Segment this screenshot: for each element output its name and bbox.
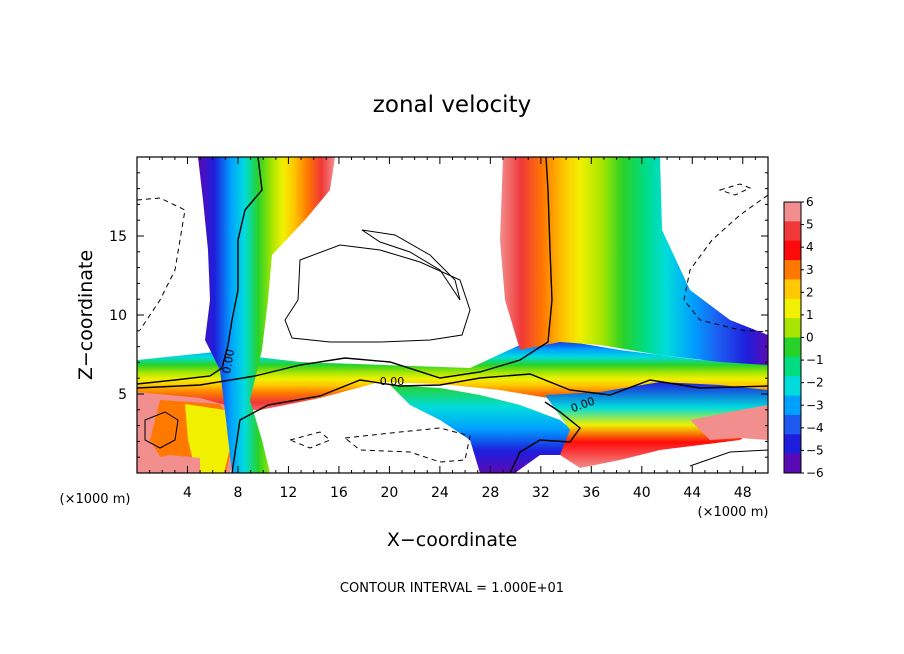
colorbar-label: 1 — [806, 308, 814, 322]
colorbar-label: −2 — [806, 376, 824, 390]
x-tick-label: 24 — [431, 485, 449, 501]
upper-inner-contour — [361, 229, 461, 301]
contour-lines — [137, 157, 768, 473]
colorbar-label: −4 — [806, 421, 824, 435]
y-axis-label: Z−coordinate — [75, 250, 97, 380]
colorbar-swatch — [784, 279, 801, 300]
colorbar-swatch — [784, 414, 801, 435]
solid-contour-bottom-left — [144, 411, 179, 449]
colorbar-swatch — [784, 240, 801, 261]
zero-contour-label-middle: 0.00 — [380, 375, 405, 388]
y-tick-label: 10 — [109, 308, 127, 324]
x-tick-label: 16 — [330, 485, 348, 501]
zero-contour-right — [509, 401, 581, 473]
dashed-contour-right — [683, 194, 768, 333]
chart-title: zonal velocity — [373, 92, 531, 118]
colorbar-label: 5 — [806, 218, 814, 232]
colorbar-swatch — [784, 434, 801, 455]
colorbar-swatch — [784, 260, 801, 280]
x-axis-label: X−coordinate — [387, 529, 517, 551]
x-axis: 4 8 12 16 20 24 28 32 36 40 44 48 — [149, 157, 756, 501]
colorbar-label: −6 — [806, 466, 824, 480]
bottom-right-pink-patch — [690, 405, 768, 440]
dashed-contour-small — [718, 183, 752, 196]
x-tick-label: 36 — [582, 485, 600, 501]
colorbar-label: −1 — [806, 353, 824, 367]
colorbar-swatch — [784, 356, 801, 377]
central-vertical-jet — [500, 157, 768, 365]
colorbar-swatch — [784, 298, 801, 319]
colorbar-swatch — [784, 453, 801, 474]
zero-contour-band — [137, 157, 553, 389]
x-tick-label: 20 — [380, 485, 398, 501]
right-lower-jet — [545, 382, 768, 468]
colorbar-label: −3 — [806, 398, 824, 412]
x-tick-label: 32 — [532, 485, 550, 501]
velocity-field — [137, 157, 768, 473]
colorbar-label: −5 — [806, 443, 824, 457]
dashed-contour-left — [137, 197, 186, 331]
colorbar-label: 4 — [806, 240, 814, 254]
zero-contour-lower — [231, 373, 768, 473]
lower-left-jet-inner — [185, 404, 232, 473]
colorbar-swatch — [784, 395, 801, 416]
colorbar-label: 3 — [806, 263, 814, 277]
x-tick-label: 48 — [734, 485, 752, 501]
colorbar-label: 6 — [806, 195, 814, 209]
left-vertical-jet — [198, 157, 335, 473]
colorbar-label: 2 — [806, 285, 814, 299]
lower-middle-cold-patch — [390, 385, 585, 473]
x-tick-label: 44 — [683, 485, 701, 501]
solid-contour-bottom-right — [689, 449, 768, 467]
zero-contour-left — [137, 157, 263, 385]
dashed-contour-bottom — [288, 427, 471, 463]
y-axis-unit: (×1000 m) — [60, 492, 131, 507]
zero-contour-labels: 0.00 0.00 0.00 — [220, 348, 597, 415]
x-tick-label: 40 — [633, 485, 651, 501]
colorbar-swatch — [784, 337, 801, 358]
x-tick-label: 12 — [280, 485, 298, 501]
y-axis: 5 10 15 — [109, 172, 768, 458]
contour-interval-label: CONTOUR INTERVAL = 1.000E+01 — [340, 581, 564, 596]
y-tick-label: 15 — [109, 229, 127, 245]
zero-contour-label-left: 0.00 — [220, 348, 237, 374]
x-tick-label: 8 — [233, 485, 242, 501]
colorbar-swatch — [784, 202, 801, 222]
colorbar-label: 0 — [806, 331, 814, 345]
x-tick-label: 4 — [183, 485, 192, 501]
bottom-left-pink-patch — [137, 455, 200, 473]
x-tick-label: 28 — [481, 485, 499, 501]
colorbar-swatch — [784, 221, 801, 242]
colorbar-swatch — [784, 318, 801, 338]
colorbar: 6 5 4 3 2 1 0 −1 −2 −3 −4 −5 −6 — [783, 195, 824, 480]
y-tick-label: 5 — [118, 387, 127, 403]
colorbar-swatch — [784, 376, 801, 397]
upper-closed-contour — [284, 244, 471, 343]
x-axis-unit: (×1000 m) — [698, 505, 769, 520]
